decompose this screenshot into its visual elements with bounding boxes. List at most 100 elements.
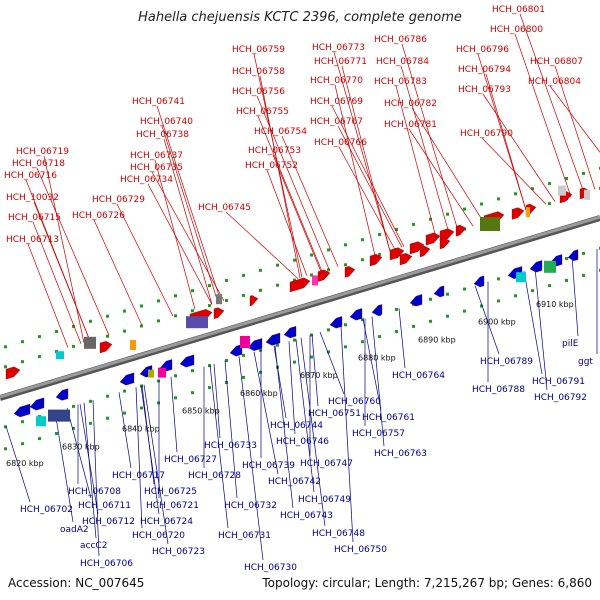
gene-label-top: HCH_06784 (376, 57, 429, 67)
tick-dot (361, 238, 364, 242)
rna-feature (516, 272, 526, 283)
top-gene-labels: HCH_06713 HCH_06715 HCH_10032 HCH_06716 HCH_… (4, 5, 583, 245)
gene-forward (419, 245, 431, 258)
leader-line (151, 171, 225, 301)
tick-dot (293, 258, 296, 262)
gene-label-bottom: HCH_06702 (20, 505, 73, 515)
tick-dot (344, 263, 347, 267)
gene-label-bottom: HCH_06725 (144, 487, 197, 497)
leader-line (25, 179, 91, 342)
tick-dot (276, 343, 279, 347)
leader-line (400, 65, 450, 234)
tick-dot (4, 447, 7, 451)
gene-label-bottom: HCH_06761 (362, 413, 415, 423)
tick-dot (276, 283, 279, 287)
leader-line (334, 84, 376, 256)
gene-label-bottom: HCH_06731 (218, 531, 271, 541)
tick-dot (480, 202, 483, 206)
gene-label-top: HCH_06786 (374, 35, 427, 45)
tick-dot (191, 391, 194, 395)
tick-dot (106, 334, 109, 338)
gene-label-top: HCH_06755 (236, 107, 289, 117)
leader-line (519, 13, 585, 193)
tick-dot (582, 273, 585, 277)
gene-label-bottom: HCH_06789 (480, 357, 533, 367)
gene-label-top: HCH_06782 (384, 99, 437, 109)
gene-label-top: HCH_06741 (132, 97, 185, 107)
genome-summary: Topology: circular; Length: 7,215,267 bp… (262, 576, 592, 590)
pseudo-gene (84, 336, 96, 349)
leader-line (340, 325, 354, 543)
tick-dot (123, 411, 126, 415)
gene-label-bottom: HCH_06743 (280, 511, 333, 521)
tick-dot (565, 177, 568, 180)
gene-forward (317, 269, 331, 282)
tick-dot (531, 187, 534, 191)
leader-line (135, 387, 143, 529)
leader-line (238, 356, 264, 561)
tick-dot (361, 340, 364, 344)
tick-dot (4, 345, 7, 349)
gene-label-top: HCH_06735 (130, 163, 183, 173)
leader-line (300, 337, 326, 527)
leader-line (273, 345, 287, 419)
gene-reverse (265, 332, 281, 346)
genome-axis (0, 215, 600, 401)
gene-label-top: HCH_06783 (374, 77, 427, 87)
tick-dot (191, 309, 194, 313)
tick-dot (106, 416, 109, 420)
gene-label-top: HCH_06766 (314, 138, 367, 148)
tick-dot (225, 299, 228, 302)
tick-dot (429, 297, 432, 301)
leader-line (83, 402, 97, 539)
gene-label-bottom: HCH_06721 (146, 501, 199, 511)
tick-dot (293, 278, 296, 282)
misc-feature (158, 367, 166, 378)
tick-dot (123, 309, 126, 313)
gene-reverse (119, 372, 135, 386)
leader-line (371, 316, 385, 447)
gene-reverse (409, 294, 423, 307)
tick-dot (429, 217, 432, 221)
accession-label: Accession: NC_007645 (8, 576, 145, 590)
gene-label-bottom: oadA2 (60, 525, 89, 535)
leader-line (482, 93, 556, 202)
leader-line (549, 85, 600, 153)
gene-label-top: HCH_06790 (460, 129, 513, 139)
gene-reverse (247, 338, 263, 351)
tick-dot (463, 287, 466, 291)
tick-dot (412, 222, 415, 226)
leader-line (534, 267, 548, 391)
gene-label-bottom: HCH_06792 (534, 393, 587, 403)
leader-line (398, 308, 406, 369)
tick-dot (123, 389, 126, 393)
gene-label-top: HCH_06713 (6, 235, 59, 245)
leader-line (341, 65, 391, 252)
tick-dot (327, 328, 330, 332)
leader-line (523, 270, 543, 375)
gene-label-top: HCH_06729 (92, 195, 145, 205)
gene-label-bottom: HCH_06748 (312, 529, 365, 539)
gene-label-top: HCH_06793 (458, 85, 511, 95)
pseudo-gene (558, 185, 566, 196)
leader-line (253, 53, 303, 278)
tick-dot (157, 319, 160, 323)
gene-reverse (349, 308, 363, 321)
rna-feature (56, 351, 64, 360)
tick-dot (293, 338, 296, 342)
leader-line (54, 411, 74, 523)
gene-label-bottom: HCH_06739 (242, 461, 295, 471)
tick-dot (174, 314, 177, 318)
tick-dot (344, 323, 347, 327)
tick-dot (174, 374, 177, 378)
tick-dot (395, 330, 398, 333)
tick-dot (395, 228, 398, 231)
gene-label-bottom: HCH_06747 (300, 459, 353, 469)
gene-forward (455, 224, 467, 237)
leader-line (161, 125, 219, 303)
misc-feature (312, 275, 318, 286)
gene-label-top: HCH_06726 (72, 211, 125, 221)
misc-feature (148, 369, 154, 378)
operon-block (480, 217, 500, 231)
